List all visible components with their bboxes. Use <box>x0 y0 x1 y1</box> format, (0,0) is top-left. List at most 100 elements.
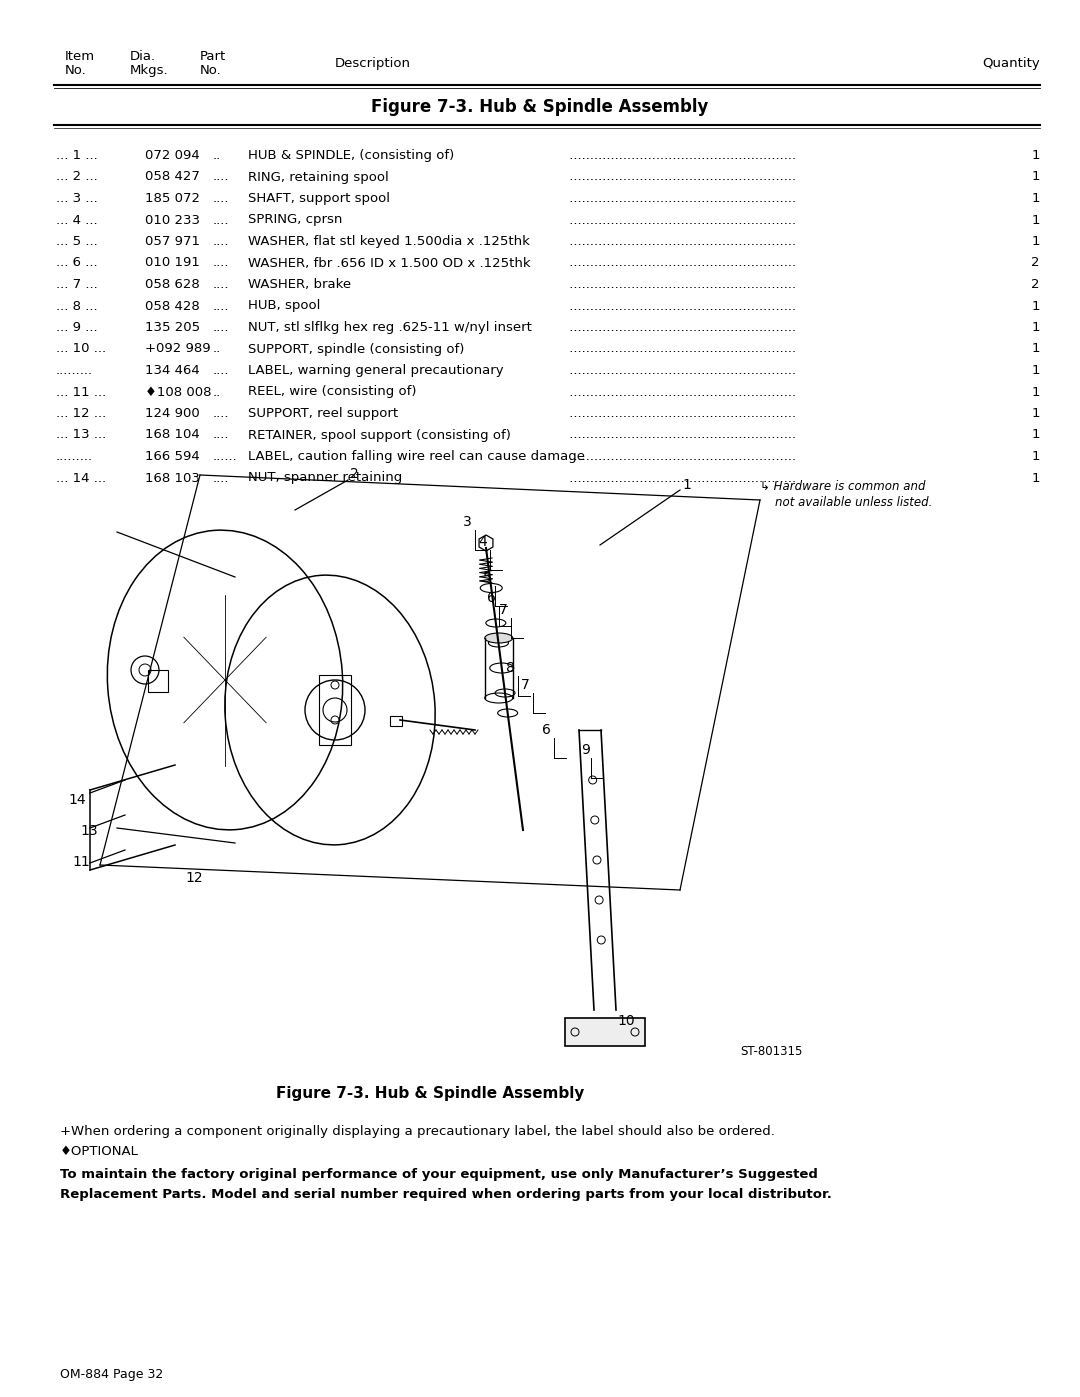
Text: 4: 4 <box>477 535 487 549</box>
Text: 8: 8 <box>507 661 515 675</box>
Text: .......................................................: ........................................… <box>565 321 796 334</box>
Text: ....: .... <box>213 170 229 183</box>
Text: 1: 1 <box>1031 342 1040 355</box>
Text: ... 8 ...: ... 8 ... <box>56 299 97 313</box>
Text: ..: .. <box>213 386 221 398</box>
Text: ....: .... <box>213 429 229 441</box>
Text: .......................................................: ........................................… <box>565 407 796 420</box>
Text: 7: 7 <box>499 604 508 617</box>
Text: 2: 2 <box>350 467 359 481</box>
Text: ....: .... <box>213 472 229 485</box>
Text: 2: 2 <box>1031 278 1040 291</box>
Text: 1: 1 <box>1031 214 1040 226</box>
Text: ... 3 ...: ... 3 ... <box>56 191 98 205</box>
Text: 1: 1 <box>1031 365 1040 377</box>
Text: ... 10 ...: ... 10 ... <box>56 342 106 355</box>
Text: OM-884 Page 32: OM-884 Page 32 <box>60 1368 163 1382</box>
Text: .........: ......... <box>56 450 93 462</box>
Text: ... 14 ...: ... 14 ... <box>56 472 106 485</box>
Text: 135 205: 135 205 <box>145 321 200 334</box>
Text: ... 7 ...: ... 7 ... <box>56 278 98 291</box>
Bar <box>319 675 351 745</box>
Text: 1: 1 <box>1031 191 1040 205</box>
Text: ♦108 008: ♦108 008 <box>145 386 212 398</box>
Text: 1: 1 <box>1031 386 1040 398</box>
Text: 134 464: 134 464 <box>145 365 200 377</box>
Text: ST-801315: ST-801315 <box>740 1045 802 1058</box>
Text: ....: .... <box>213 191 229 205</box>
Text: 1: 1 <box>1031 407 1040 420</box>
Text: .......................................................: ........................................… <box>565 257 796 270</box>
Text: .......................................................: ........................................… <box>565 429 796 441</box>
Text: RING, retaining spool: RING, retaining spool <box>248 170 389 183</box>
Text: REEL, wire (consisting of): REEL, wire (consisting of) <box>248 386 417 398</box>
Text: ....: .... <box>213 257 229 270</box>
Text: SUPPORT, spindle (consisting of): SUPPORT, spindle (consisting of) <box>248 342 464 355</box>
Bar <box>148 671 168 692</box>
Text: 11: 11 <box>72 855 90 869</box>
Text: Figure 7-3. Hub & Spindle Assembly: Figure 7-3. Hub & Spindle Assembly <box>372 98 708 116</box>
Text: 14: 14 <box>68 793 85 807</box>
Text: 10: 10 <box>617 1014 635 1028</box>
Text: 1: 1 <box>1031 472 1040 485</box>
Text: 058 427: 058 427 <box>145 170 200 183</box>
Text: +092 989: +092 989 <box>145 342 211 355</box>
Text: NUT, stl slflkg hex reg .625-11 w/nyl insert: NUT, stl slflkg hex reg .625-11 w/nyl in… <box>248 321 531 334</box>
Text: Figure 7-3. Hub & Spindle Assembly: Figure 7-3. Hub & Spindle Assembly <box>275 1085 584 1101</box>
Text: 7: 7 <box>521 678 529 692</box>
Text: ... 1 ...: ... 1 ... <box>56 149 98 162</box>
Text: not available unless listed.: not available unless listed. <box>775 496 932 509</box>
Text: .......................................................: ........................................… <box>565 472 796 485</box>
Text: HUB & SPINDLE, (consisting of): HUB & SPINDLE, (consisting of) <box>248 149 455 162</box>
Text: 3: 3 <box>463 515 472 529</box>
Text: 2: 2 <box>1031 257 1040 270</box>
Text: Dia.: Dia. <box>130 50 157 63</box>
Text: ... 4 ...: ... 4 ... <box>56 214 97 226</box>
Text: ....: .... <box>213 235 229 249</box>
FancyBboxPatch shape <box>565 1018 645 1046</box>
Text: Quantity: Quantity <box>982 57 1040 70</box>
Text: Item: Item <box>65 50 95 63</box>
Text: .......................................................: ........................................… <box>565 365 796 377</box>
Text: 1: 1 <box>1031 321 1040 334</box>
Text: .........: ......... <box>56 365 93 377</box>
Ellipse shape <box>485 633 513 643</box>
Text: 168 103: 168 103 <box>145 472 200 485</box>
Text: 168 104: 168 104 <box>145 429 200 441</box>
Text: ......: ...... <box>213 450 238 462</box>
Text: .......................................................: ........................................… <box>565 299 796 313</box>
Text: 12: 12 <box>185 870 203 886</box>
Text: No.: No. <box>65 64 86 77</box>
Text: Replacement Parts. Model and serial number required when ordering parts from you: Replacement Parts. Model and serial numb… <box>60 1187 832 1201</box>
Text: To maintain the factory original performance of your equipment, use only Manufac: To maintain the factory original perform… <box>60 1168 818 1180</box>
Text: Mkgs.: Mkgs. <box>130 64 168 77</box>
Text: .......................................................: ........................................… <box>565 342 796 355</box>
Text: ... 12 ...: ... 12 ... <box>56 407 106 420</box>
Text: .......................................................: ........................................… <box>565 278 796 291</box>
Text: Description: Description <box>335 57 411 70</box>
Text: ... 9 ...: ... 9 ... <box>56 321 97 334</box>
Text: 1: 1 <box>1031 299 1040 313</box>
Text: WASHER, brake: WASHER, brake <box>248 278 351 291</box>
Text: .......................................................: ........................................… <box>565 191 796 205</box>
Text: ... 2 ...: ... 2 ... <box>56 170 98 183</box>
Text: LABEL, caution falling wire reel can cause damage: LABEL, caution falling wire reel can cau… <box>248 450 585 462</box>
Text: 1: 1 <box>681 478 691 492</box>
Text: Part: Part <box>200 50 226 63</box>
Text: ... 11 ...: ... 11 ... <box>56 386 106 398</box>
Text: ... 6 ...: ... 6 ... <box>56 257 97 270</box>
Text: ♦OPTIONAL: ♦OPTIONAL <box>60 1146 139 1158</box>
Text: 13: 13 <box>80 824 97 838</box>
Text: 072 094: 072 094 <box>145 149 200 162</box>
Text: 6: 6 <box>487 591 496 605</box>
Text: ... 5 ...: ... 5 ... <box>56 235 98 249</box>
Text: 010 191: 010 191 <box>145 257 200 270</box>
Text: 166 594: 166 594 <box>145 450 200 462</box>
Bar <box>390 717 402 726</box>
Text: 1: 1 <box>1031 235 1040 249</box>
Text: ....: .... <box>213 278 229 291</box>
Text: .......................................................: ........................................… <box>565 235 796 249</box>
Text: WASHER, flat stl keyed 1.500dia x .125thk: WASHER, flat stl keyed 1.500dia x .125th… <box>248 235 530 249</box>
Text: ....: .... <box>213 407 229 420</box>
Text: ↳ Hardware is common and: ↳ Hardware is common and <box>760 481 926 493</box>
